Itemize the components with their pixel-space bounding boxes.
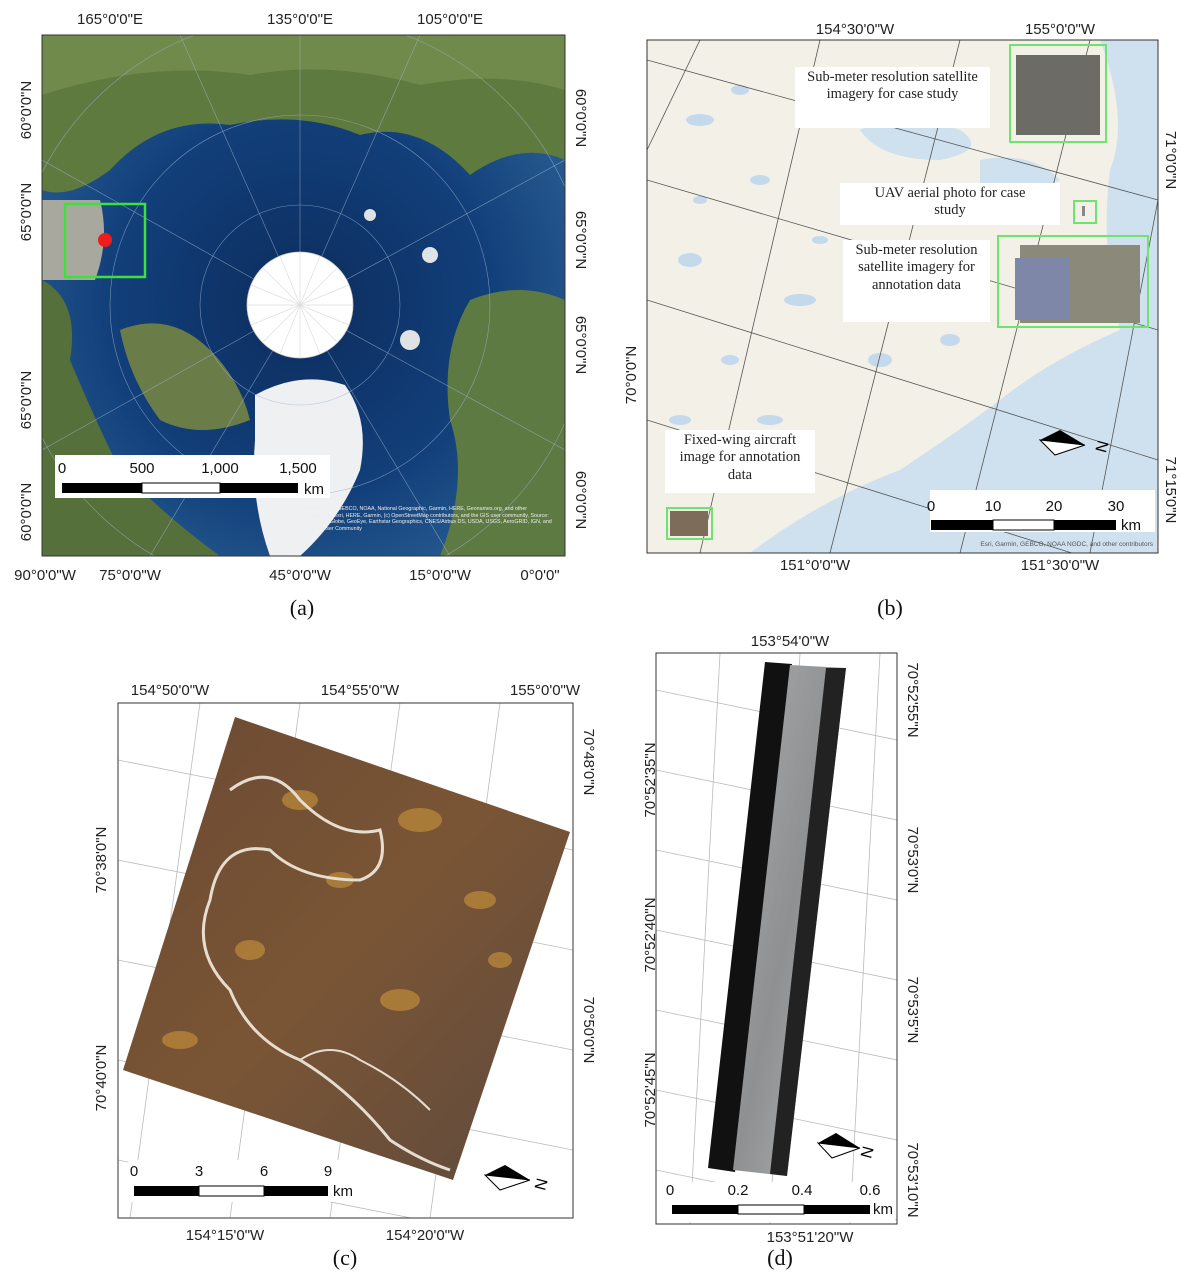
- caption: (a): [290, 595, 314, 620]
- lat-label: 70°52'45"N: [642, 1052, 659, 1127]
- figure: Sources: Esri, GEBCO, NOAA, National Geo…: [0, 0, 1181, 1282]
- panel-d: N 0 0.2 0.4 0.6 km 153°54'0"W 153°51'20"…: [642, 633, 921, 1270]
- lat-label: 71°0'0"N: [1162, 131, 1179, 189]
- lon-label: 45°0'0"W: [269, 567, 332, 584]
- lat-label: 65°0'0"N: [572, 211, 589, 269]
- lat-label: 70°0'0"N: [623, 346, 640, 404]
- scale-label: 500: [129, 460, 154, 477]
- lon-label: 155°0'0"W: [510, 682, 581, 699]
- lat-label: 65°0'0"N: [18, 371, 35, 429]
- lon-label: 165°0'0"E: [77, 11, 143, 28]
- annotation-box: UAV aerial photo for case study: [840, 183, 1060, 225]
- scale-label: 20: [1046, 498, 1063, 515]
- scale-label: 0: [130, 1163, 138, 1180]
- lat-label: 71°15'0"N: [1162, 457, 1179, 524]
- caption: (b): [877, 595, 903, 620]
- annotation: Sub-meter resolution satellite imagery f…: [843, 240, 990, 296]
- annotation-box: Sub-meter resolution satellite imagery f…: [843, 240, 990, 322]
- scale-label: 0.2: [728, 1182, 749, 1199]
- attribution-box: Sources: Esri, GEBCO, NOAA, National Geo…: [303, 506, 553, 554]
- study-site: [98, 233, 112, 247]
- scale-label: 0: [58, 460, 66, 477]
- scale-label: 0.4: [792, 1182, 813, 1199]
- lon-label: 0°0'0": [520, 567, 559, 584]
- scale-label: 9: [324, 1163, 332, 1180]
- lat-label: 70°50'0"N: [580, 997, 597, 1064]
- lon-label: 154°55'0"W: [321, 682, 400, 699]
- lon-label: 153°54'0"W: [751, 633, 830, 650]
- annotation: UAV aerial photo for case study: [840, 183, 1060, 222]
- page: Sources: Esri, GEBCO, NOAA, National Geo…: [0, 0, 1181, 1282]
- lat-label: 70°40'0"N: [93, 1045, 110, 1112]
- lat-label: 60°0'0"N: [18, 483, 35, 541]
- lon-label: 135°0'0"E: [267, 11, 333, 28]
- lon-label: 154°50'0"W: [131, 682, 210, 699]
- lat-label: 70°48'0"N: [580, 729, 597, 796]
- scale-unit: km: [1121, 517, 1141, 534]
- annotation: Fixed-wing aircraft image for annotation…: [665, 430, 815, 486]
- lat-label: 70°52'40"N: [642, 897, 659, 972]
- lat-label: 70°53'5"N: [904, 977, 921, 1044]
- lat-label: 70°38'0"N: [93, 827, 110, 894]
- lat-label: 70°52'55"N: [904, 662, 921, 737]
- annotation-box: Fixed-wing aircraft image for annotation…: [665, 430, 815, 493]
- scale-label: 0: [927, 498, 935, 515]
- scale-label: 6: [260, 1163, 268, 1180]
- lon-label: 151°0'0"W: [780, 557, 851, 574]
- lat-label: 70°52'35"N: [642, 742, 659, 817]
- scale-unit: km: [873, 1201, 893, 1218]
- lon-label: 154°20'0"W: [386, 1227, 465, 1244]
- scale-label: 3: [195, 1163, 203, 1180]
- scale-label: 30: [1108, 498, 1125, 515]
- lon-label: 153°51'20"W: [767, 1229, 855, 1246]
- lon-label: 155°0'0"W: [1025, 21, 1096, 38]
- scale-label: 1,000: [201, 460, 239, 477]
- scale-unit: km: [304, 481, 324, 498]
- lat-label: 65°0'0"N: [572, 316, 589, 374]
- image-d: [656, 653, 897, 1224]
- lon-label: 151°30'0"W: [1021, 557, 1100, 574]
- annotation-box: Sub-meter resolution satellite imagery f…: [795, 67, 990, 128]
- lon-label: 75°0'0"W: [99, 567, 162, 584]
- lon-label: 90°0'0"W: [14, 567, 77, 584]
- lat-label: 70°53'10"N: [904, 1142, 921, 1217]
- scale-label: 0.6: [860, 1182, 881, 1199]
- caption: (c): [333, 1245, 357, 1270]
- lat-label: 60°0'0"N: [572, 89, 589, 147]
- scale-label: 10: [985, 498, 1002, 515]
- lon-label: 15°0'0"W: [409, 567, 472, 584]
- scale-label: 1,500: [279, 460, 317, 477]
- lon-label: 154°30'0"W: [816, 21, 895, 38]
- scale-label: 0: [666, 1182, 674, 1199]
- lat-label: 70°53'0"N: [904, 827, 921, 894]
- lat-label: 65°0'0"N: [18, 183, 35, 241]
- lat-label: 60°0'0"N: [18, 81, 35, 139]
- attribution: Esri, Garmin, GEBCO, NOAA NGDC, and othe…: [980, 541, 1153, 548]
- lon-label: 154°15'0"W: [186, 1227, 265, 1244]
- attribution: Sources: Esri, GEBCO, NOAA, National Geo…: [303, 506, 553, 532]
- scale-unit: km: [333, 1183, 353, 1200]
- annotation: Sub-meter resolution satellite imagery f…: [795, 67, 990, 106]
- lat-label: 60°0'0"N: [572, 471, 589, 529]
- panel-b: Sub-meter resolution satellite imagery f…: [623, 21, 1179, 620]
- lon-label: 105°0'0"E: [417, 11, 483, 28]
- panel-c: N 0 3 6 9 km 154°50'0"W 154°55'0"W 155°0…: [93, 682, 597, 1270]
- panel-a: Sources: Esri, GEBCO, NOAA, National Geo…: [10, 11, 590, 620]
- caption: (d): [767, 1245, 793, 1270]
